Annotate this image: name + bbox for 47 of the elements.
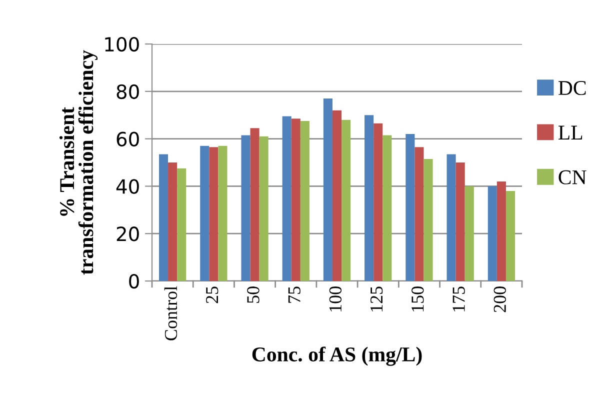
y-axis-title: % Transient transformation efficiency [59,50,98,275]
bar [282,116,292,281]
legend-label: LL [558,126,582,140]
bar [496,181,506,281]
bar [177,168,186,281]
y-tick-label: 80 [116,84,139,100]
bar [200,146,210,281]
bar [300,121,310,281]
bar [241,135,250,281]
bar [382,135,392,281]
y-tick-label: 100 [105,36,139,52]
bar [323,98,332,281]
bar [364,115,374,281]
legend-label: CN [558,170,586,184]
bar [406,134,415,281]
bar [488,186,497,281]
y-tick-label: 0 [129,274,139,289]
bar [158,154,168,281]
bar [168,162,178,281]
x-tick-label: 125 [370,286,383,312]
bar [291,118,300,281]
x-tick-label: 175 [452,286,465,312]
bar [209,147,218,281]
x-axis-title: Conc. of AS (mg/L) [252,346,422,366]
bar [446,154,456,281]
x-tick-label: Control [164,286,178,340]
bar [456,162,465,281]
x-tick-label: 100 [329,286,342,312]
bar [414,147,424,281]
x-tick-label: 75 [288,286,300,303]
bar [506,190,516,281]
y-tick-label: 60 [116,132,139,146]
bar [342,120,351,281]
x-tick-label: 150 [412,286,424,312]
bar [424,158,433,281]
x-tick-label: 200 [494,286,506,312]
bar [259,136,268,281]
y-tick-label: 40 [116,179,139,194]
bar [250,128,260,281]
bar [464,186,474,281]
x-tick-label: 50 [247,286,260,303]
bar [374,123,383,281]
legend-label: DC [558,81,586,96]
x-tick-label: 25 [206,286,218,304]
bar [218,146,228,281]
y-tick-label: 20 [116,226,139,242]
bar [332,110,342,281]
